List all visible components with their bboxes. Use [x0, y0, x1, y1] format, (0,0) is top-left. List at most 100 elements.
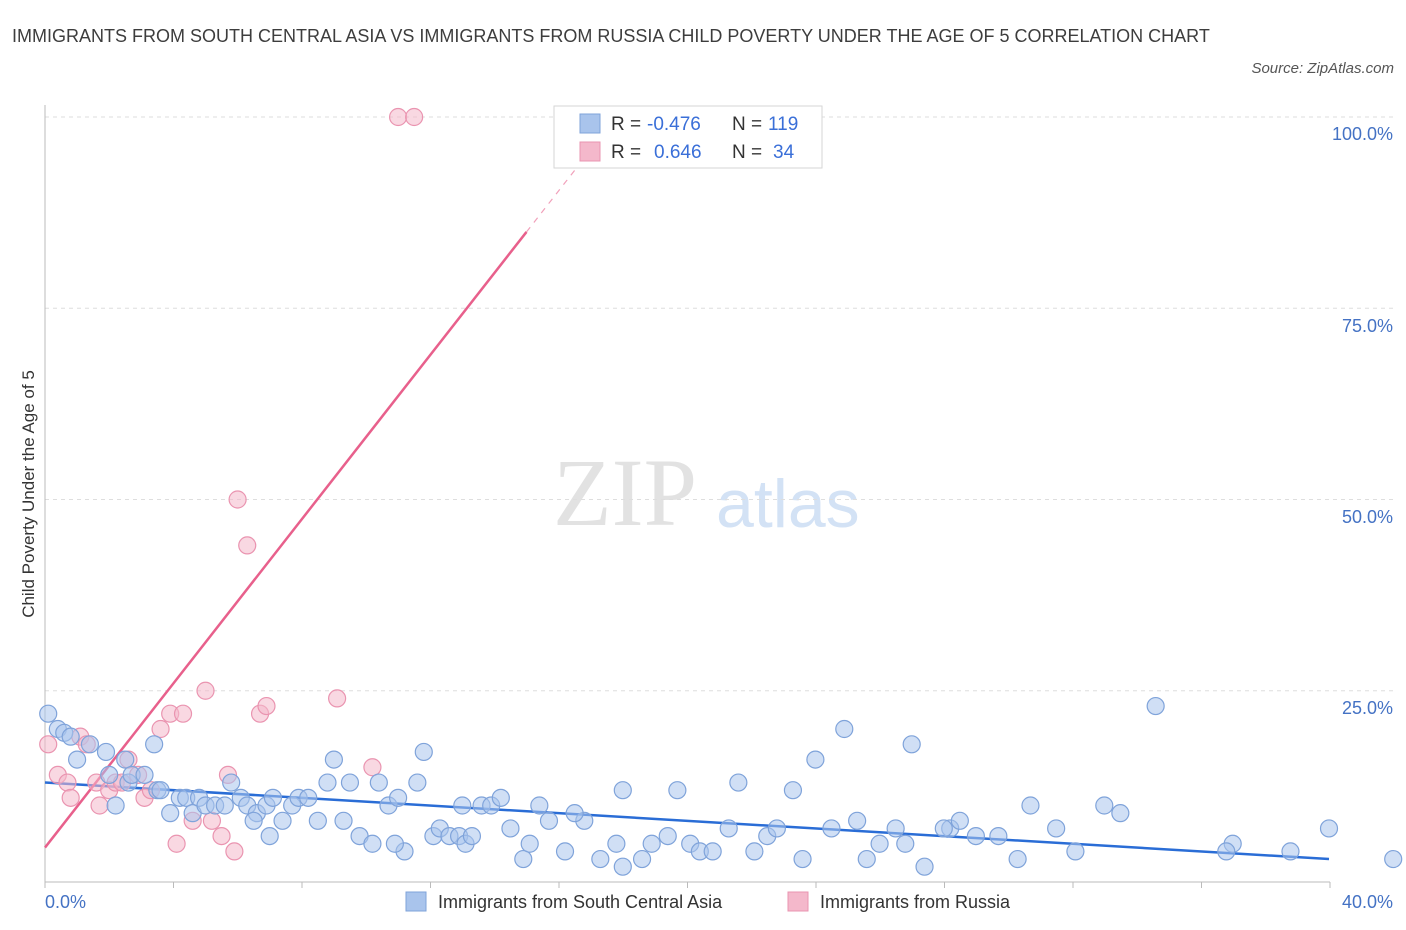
south-central-asia-point — [745, 842, 764, 861]
south-central-asia-point — [369, 773, 388, 792]
south-central-asia-point — [501, 819, 520, 838]
south-central-asia-point — [886, 819, 905, 838]
bottom-legend-swatch-blue — [405, 891, 427, 912]
south-central-asia-point — [106, 796, 125, 815]
south-central-asia-point — [414, 742, 433, 762]
south-central-asia-point — [783, 781, 803, 800]
south-central-asia-point — [100, 765, 119, 785]
bottom-legend-label: Immigrants from Russia — [820, 892, 1011, 912]
russia-point — [167, 834, 186, 853]
russia-point — [151, 719, 170, 739]
legend-r-value: 0.646 — [654, 142, 702, 163]
south-central-asia-point — [80, 735, 100, 754]
south-central-asia-point — [555, 842, 575, 861]
russia-point — [202, 811, 222, 830]
south-central-asia-point — [308, 811, 327, 830]
south-central-asia-point — [491, 788, 510, 807]
legend-n-label: N = — [732, 142, 762, 163]
south-central-asia-point — [67, 750, 87, 769]
correlation-legend: R = -0.476 N = 119 R = 0.646 N = 34 — [553, 105, 823, 169]
south-central-asia-point — [222, 773, 241, 792]
south-central-asia-point — [1146, 696, 1165, 716]
legend-r-value: -0.476 — [647, 114, 701, 135]
russia-point — [405, 107, 424, 127]
y-tick-label: 25.0% — [1342, 698, 1393, 718]
south-central-asia-point — [299, 788, 318, 807]
south-central-asia-point — [39, 704, 58, 723]
south-central-asia-point — [607, 834, 626, 853]
south-central-asia-point — [1384, 849, 1403, 869]
south-central-asia-point — [613, 781, 632, 800]
south-central-asia-point — [530, 796, 549, 815]
y-tick-label: 50.0% — [1342, 507, 1393, 527]
south-central-asia-point — [385, 834, 404, 853]
y-axis-label: Child Poverty Under the Age of 5 — [19, 370, 38, 618]
south-central-asia-point — [520, 834, 539, 853]
russia-point — [328, 689, 347, 708]
watermark-atlas: atlas — [716, 466, 860, 542]
south-central-asia-point — [719, 819, 738, 838]
south-central-asia-point — [161, 804, 180, 823]
south-central-asia-point — [462, 826, 482, 846]
legend-n-label: N = — [732, 114, 762, 135]
south-central-asia-point — [1008, 849, 1027, 869]
russia-point — [225, 842, 244, 861]
legend-swatch-pink — [579, 141, 601, 162]
legend-r-label: R = — [611, 142, 641, 163]
south-central-asia-point — [642, 834, 661, 853]
russia-point — [212, 826, 231, 846]
south-central-asia-point — [835, 719, 854, 739]
south-central-asia-trend-line — [44, 781, 1330, 861]
russia-point — [363, 758, 382, 777]
south-central-asia-point — [950, 811, 969, 830]
south-central-asia-point — [668, 781, 687, 800]
south-central-asia-point — [870, 834, 889, 853]
south-central-asia-point — [389, 788, 408, 807]
south-central-asia-point — [934, 819, 953, 838]
x-tick-label: 0.0% — [45, 892, 86, 912]
south-central-asia-point — [324, 750, 343, 769]
legend-r-label: R = — [611, 114, 641, 135]
south-central-asia-point — [244, 811, 263, 830]
south-central-asia-point — [565, 804, 584, 823]
south-central-asia-point — [902, 735, 921, 754]
south-central-asia-point — [632, 849, 652, 869]
russia-point — [173, 704, 193, 723]
y-tick-label: 100.0% — [1332, 124, 1393, 144]
south-central-asia-point — [989, 826, 1008, 846]
south-central-asia-point — [318, 773, 337, 792]
russia-point — [238, 536, 257, 555]
south-central-asia-point — [613, 857, 632, 876]
south-central-asia-point — [1021, 796, 1040, 815]
russia-point — [257, 696, 276, 716]
south-central-asia-point — [806, 750, 825, 769]
south-central-asia-point — [1047, 819, 1066, 838]
south-central-asia-point — [1095, 796, 1114, 815]
south-central-asia-point — [915, 857, 934, 876]
chart-title: IMMIGRANTS FROM SOUTH CENTRAL ASIA VS IM… — [12, 26, 1210, 46]
south-central-asia-point — [145, 735, 164, 754]
y-tick-label: 75.0% — [1342, 316, 1393, 336]
russia-point — [196, 681, 215, 700]
south-central-asia-point — [340, 773, 360, 792]
south-central-asia-point — [767, 819, 786, 838]
south-central-asia-point — [263, 788, 283, 807]
x-tick-label: 40.0% — [1342, 892, 1393, 912]
south-central-asia-point — [215, 796, 234, 815]
bottom-legend-label: Immigrants from South Central Asia — [438, 892, 723, 912]
russia-point — [90, 796, 109, 815]
south-central-asia-point — [1281, 842, 1300, 861]
bottom-legend-swatch-pink — [787, 891, 809, 912]
south-central-asia-point — [857, 849, 876, 869]
south-central-asia-point — [135, 765, 154, 785]
south-central-asia-point — [61, 727, 80, 746]
south-central-asia-point — [1111, 804, 1130, 823]
south-central-asia-point — [1217, 842, 1236, 861]
south-central-asia-point — [966, 826, 986, 846]
south-central-asia-point — [729, 773, 748, 792]
south-central-asia-point — [539, 811, 559, 830]
legend-n-value: 119 — [768, 114, 798, 135]
watermark-zip: ZIP — [553, 439, 697, 546]
south-central-asia-point — [96, 742, 116, 762]
